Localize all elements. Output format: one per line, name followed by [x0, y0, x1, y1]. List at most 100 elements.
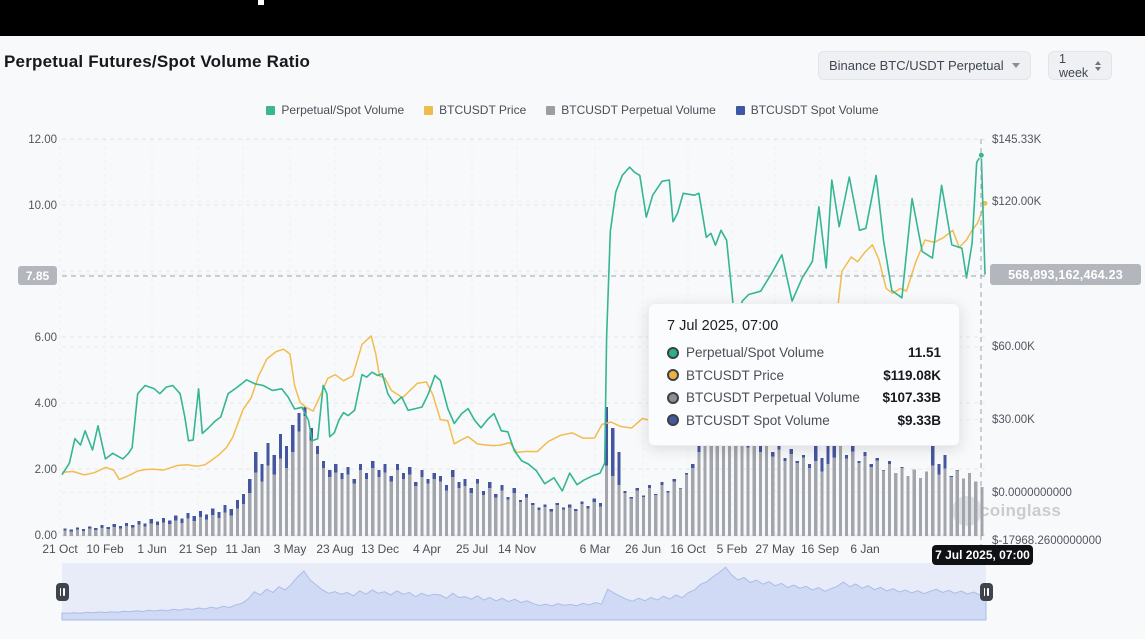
perp-volume-bar [500, 490, 504, 536]
perp-volume-bar [143, 526, 147, 536]
legend-swatch-icon [266, 105, 276, 115]
x-axis-label: 23 Aug [316, 542, 353, 556]
crosshair-right-axis-badge: 568,893,162,464.23 [990, 264, 1141, 285]
perp-volume-bar [968, 473, 972, 536]
series-dot-icon [667, 414, 679, 426]
perp-volume-bar [155, 525, 159, 536]
perp-volume-bar [832, 457, 836, 536]
perp-volume-bar [408, 474, 412, 536]
perp-volume-bar [611, 475, 615, 536]
perp-volume-bar [777, 449, 781, 537]
x-axis-label: 16 Oct [670, 542, 706, 556]
x-axis-label: 16 Sep [801, 542, 839, 556]
perp-volume-bar [118, 528, 123, 536]
perp-volume-bar [88, 528, 92, 536]
perp-volume-bar [672, 481, 676, 536]
x-axis-label: 6 Jan [850, 542, 879, 556]
perp-volume-bar [789, 454, 793, 536]
x-axis-label: 13 Dec [361, 542, 399, 556]
perp-volume-bar [703, 445, 707, 536]
x-axis-label: 1 Jun [137, 542, 166, 556]
perp-volume-bar [321, 467, 326, 537]
perp-volume-bar [820, 471, 824, 536]
x-axis-label: 6 Mar [580, 542, 611, 556]
perp-volume-bar [248, 492, 252, 536]
page-title: Perpetual Futures/Spot Volume Ratio [4, 52, 311, 71]
perp-volume-bar [420, 476, 424, 536]
legend-item[interactable]: BTCUSDT Price [424, 103, 526, 117]
perp-volume-bar [808, 467, 812, 537]
legend-swatch-icon [735, 105, 745, 115]
perp-volume-bar [586, 508, 590, 536]
perp-volume-bar [684, 474, 689, 536]
x-axis-label: 27 May [755, 542, 794, 556]
perp-volume-bar [980, 487, 984, 536]
perp-volume-bar [961, 478, 966, 536]
perp-volume-bar [481, 495, 486, 537]
perp-volume-bar [241, 504, 246, 536]
perp-volume-bar [303, 415, 307, 536]
tooltip-series-label: BTCUSDT Perpetual Volume [686, 390, 860, 405]
perp-volume-bar [863, 455, 867, 536]
y-axis-label-left: 4.00 [35, 398, 57, 410]
perp-volume-bar [709, 431, 713, 537]
crosshair-date-badge: 7 Jul 2025, 07:00 [932, 545, 1033, 565]
x-axis-label: 25 Jul [456, 542, 488, 556]
symbol-select[interactable]: Binance BTC/USDT Perpetual [818, 51, 1031, 80]
perp-volume-bar [641, 496, 646, 536]
perp-volume-bar [592, 501, 596, 536]
interval-select[interactable]: 1 week [1048, 51, 1112, 80]
perp-volume-bar [198, 516, 203, 536]
navigator-handle-grip [987, 588, 989, 596]
navigator-handle-grip [63, 588, 65, 596]
perp-volume-bar [691, 467, 695, 537]
price-line [61, 203, 986, 481]
perp-volume-bar [974, 481, 978, 536]
legend-item[interactable]: Perpetual/Spot Volume [266, 103, 404, 117]
perp-volume-bar [444, 490, 449, 536]
interval-select-value: 1 week [1059, 51, 1089, 80]
legend: Perpetual/Spot Volume BTCUSDT Price BTCUSD… [0, 103, 1145, 117]
perp-volume-bar [125, 526, 129, 536]
perp-volume-bar [494, 497, 498, 536]
y-axis-label-right: $60.00K [992, 341, 1035, 353]
perp-volume-bar [217, 517, 221, 536]
perp-volume-bar [106, 529, 110, 536]
perp-volume-bar [100, 527, 104, 536]
navigator-right-handle[interactable] [979, 583, 993, 601]
perp-volume-bar [844, 458, 849, 536]
navigator-handle-grip [59, 588, 61, 596]
y-axis-label-left: 10.00 [28, 200, 57, 212]
perp-volume-bar [568, 507, 572, 536]
ratio-line [61, 154, 986, 492]
perp-volume-bar [81, 531, 86, 536]
tooltip-series-value: 11.51 [907, 345, 941, 360]
x-axis-label: 21 Oct [42, 542, 78, 556]
tooltip-series-label: Perpetual/Spot Volume [686, 345, 825, 360]
legend-item[interactable]: BTCUSDT Perpetual Volume [546, 103, 716, 117]
perp-volume-bar [648, 488, 652, 536]
perp-volume-bar [740, 433, 744, 536]
x-axis-label: 21 Sep [179, 542, 217, 556]
y-axis-label-left: 6.00 [35, 332, 57, 344]
perp-volume-bar [174, 520, 178, 536]
watermark-label: coinglass [980, 501, 1062, 520]
perp-volume-bar [334, 472, 338, 536]
perp-volume-bar [395, 470, 399, 536]
perp-volume-bar [266, 465, 270, 536]
navigator-area[interactable] [61, 566, 987, 621]
perp-volume-bar [764, 445, 769, 536]
perp-volume-bar [678, 488, 683, 536]
y-axis-label-right: $120.00K [992, 196, 1042, 208]
x-axis-label: 26 Jun [625, 542, 661, 556]
tooltip-row: BTCUSDT Price $119.08K [667, 368, 941, 383]
navigator-left-handle[interactable] [55, 583, 69, 601]
tooltip-series-value: $119.08K [883, 367, 941, 383]
perp-volume-bar [660, 485, 664, 536]
legend-item[interactable]: BTCUSDT Spot Volume [735, 103, 879, 117]
legend-label: BTCUSDT Perpetual Volume [561, 103, 716, 117]
y-axis-label-right: $-17968.2600000000 [992, 535, 1101, 547]
perp-volume-bar [131, 527, 135, 536]
